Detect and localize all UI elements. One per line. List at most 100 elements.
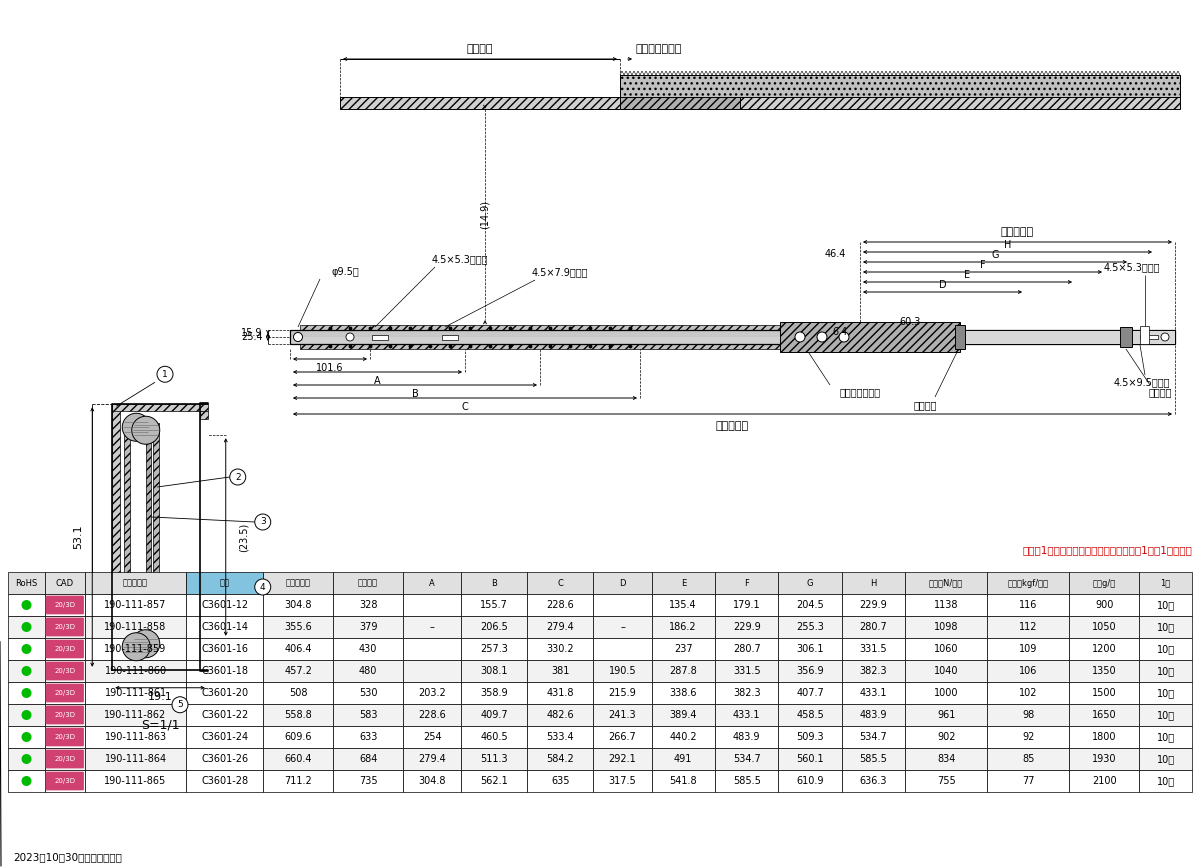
Bar [1139, 638, 1192, 660]
Text: レール長さ: レール長さ [716, 421, 749, 431]
Bar [186, 616, 263, 638]
Bar [461, 638, 527, 660]
Bar [780, 322, 960, 352]
Text: 4.5×5.3長円穴: 4.5×5.3長円穴 [432, 254, 488, 264]
Bar [461, 748, 527, 770]
Text: 560.1: 560.1 [797, 754, 824, 764]
Bar [442, 335, 458, 340]
Bar [652, 572, 715, 594]
Bar [263, 748, 334, 770]
Text: 耐荷重kgf/ペア: 耐荷重kgf/ペア [1008, 578, 1049, 588]
Bar [842, 594, 905, 616]
Bar [461, 704, 527, 726]
Text: 190-111-861: 190-111-861 [104, 688, 167, 698]
Text: 19.1: 19.1 [148, 692, 173, 701]
Bar [334, 638, 403, 660]
Text: C3601-28: C3601-28 [202, 776, 248, 786]
Text: 279.4: 279.4 [546, 622, 575, 632]
Bar [263, 682, 334, 704]
Text: C3601-22: C3601-22 [202, 710, 248, 720]
Text: 耐荷重N/ペア: 耐荷重N/ペア [929, 578, 964, 588]
Text: 25.4: 25.4 [241, 332, 263, 342]
Circle shape [22, 710, 31, 720]
Text: C3601-12: C3601-12 [202, 600, 248, 610]
Bar [1139, 682, 1192, 704]
Text: G: G [991, 250, 998, 260]
Circle shape [817, 332, 827, 342]
Text: 684: 684 [359, 754, 377, 764]
Bar [85, 682, 186, 704]
Bar [290, 337, 1175, 344]
Text: B: B [412, 389, 419, 399]
Text: 190-111-857: 190-111-857 [104, 600, 167, 610]
Text: 583: 583 [359, 710, 377, 720]
FancyBboxPatch shape [46, 750, 84, 768]
Text: 注文コード: 注文コード [124, 578, 148, 588]
Text: 1138: 1138 [934, 600, 959, 610]
Bar [46, 616, 85, 638]
Bar [779, 682, 842, 704]
Circle shape [346, 333, 354, 341]
Text: 5: 5 [178, 701, 182, 709]
Text: 116: 116 [1019, 600, 1037, 610]
Text: 279.4: 279.4 [419, 754, 446, 764]
Text: 109: 109 [1019, 644, 1037, 654]
Text: C: C [558, 578, 563, 588]
Bar [113, 404, 120, 669]
Text: 562.1: 562.1 [480, 776, 508, 786]
Bar [46, 638, 85, 660]
Text: D: D [938, 280, 947, 290]
Bar [334, 616, 403, 638]
Text: 203.2: 203.2 [419, 688, 446, 698]
Bar [334, 572, 403, 594]
Text: –: – [430, 622, 434, 632]
Text: C3601-18: C3601-18 [202, 666, 248, 676]
Circle shape [132, 629, 160, 658]
Text: 482.6: 482.6 [546, 710, 574, 720]
Circle shape [22, 776, 31, 786]
Bar [1139, 726, 1192, 748]
Text: G: G [806, 578, 814, 588]
Bar [125, 645, 160, 651]
Bar [85, 572, 186, 594]
Text: レール長さ: レール長さ [1001, 227, 1034, 237]
Bar [1139, 660, 1192, 682]
Bar [988, 682, 1069, 704]
Text: 430: 430 [359, 644, 377, 654]
Bar [146, 435, 151, 639]
Bar [988, 638, 1069, 660]
Bar [779, 660, 842, 682]
Text: 20/3D: 20/3D [54, 778, 76, 784]
Bar [652, 704, 715, 726]
FancyBboxPatch shape [46, 728, 84, 746]
Text: 98: 98 [1022, 710, 1034, 720]
Bar [652, 748, 715, 770]
Bar [842, 660, 905, 682]
Bar [715, 726, 779, 748]
Text: 1500: 1500 [1092, 688, 1116, 698]
Text: 491: 491 [674, 754, 692, 764]
Bar [186, 594, 263, 616]
Circle shape [122, 414, 150, 441]
Bar [620, 75, 1180, 97]
Text: 228.6: 228.6 [546, 600, 575, 610]
Text: 206.5: 206.5 [480, 622, 508, 632]
Text: 190-111-862: 190-111-862 [104, 710, 167, 720]
Bar [1139, 704, 1192, 726]
Text: 60.3: 60.3 [899, 317, 920, 327]
Bar [85, 660, 186, 682]
Text: 287.8: 287.8 [670, 666, 697, 676]
Text: 382.3: 382.3 [859, 666, 887, 676]
Text: RoHS: RoHS [16, 578, 37, 588]
Circle shape [294, 333, 302, 341]
Bar [46, 770, 85, 792]
Text: 190.5: 190.5 [608, 666, 636, 676]
Bar [8, 638, 46, 660]
Text: D: D [619, 578, 625, 588]
Text: 961: 961 [937, 710, 955, 720]
Bar [652, 594, 715, 616]
Bar [461, 616, 527, 638]
Bar [403, 572, 461, 594]
Text: 190-111-863: 190-111-863 [104, 732, 167, 742]
Bar [1069, 770, 1139, 792]
